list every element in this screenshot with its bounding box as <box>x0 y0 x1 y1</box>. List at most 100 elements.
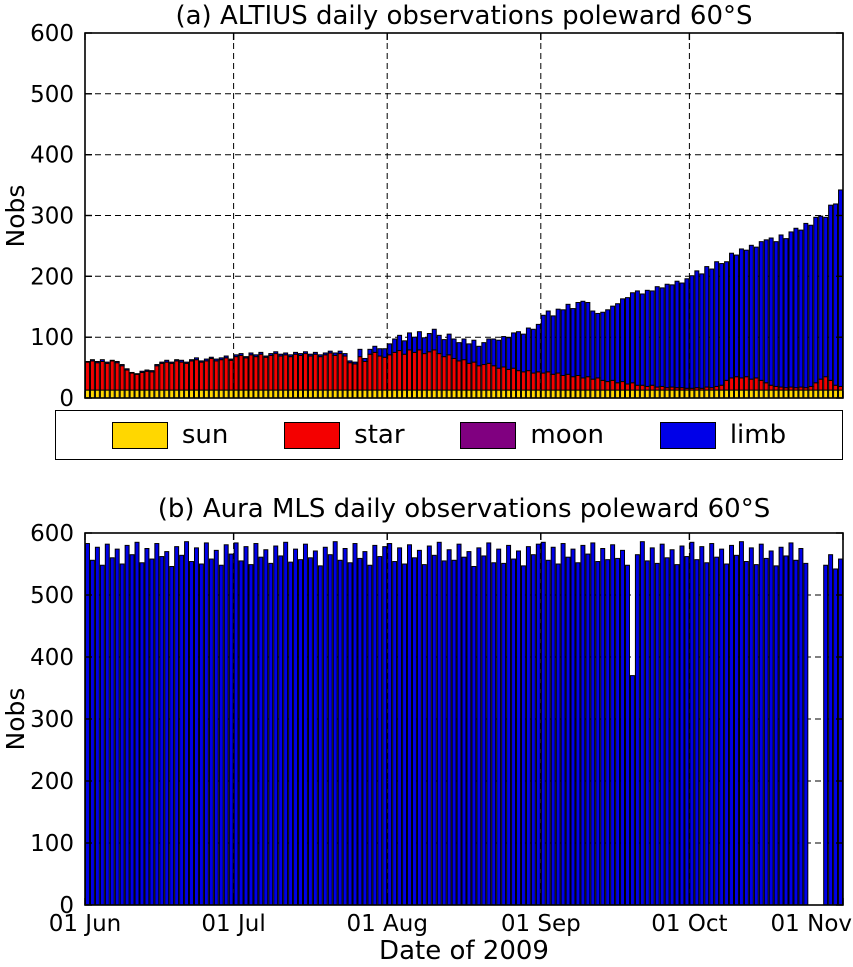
bar-segment-sun <box>540 389 546 399</box>
bar-segment-star <box>293 353 299 391</box>
bar-segment-limb <box>397 547 403 906</box>
bar-segment-limb <box>357 557 363 906</box>
bar-segment-limb <box>768 237 774 386</box>
bar-segment-star <box>748 378 754 391</box>
bar-segment-limb <box>590 310 596 380</box>
bar-segment-limb <box>387 343 393 356</box>
bar-segment-limb <box>337 559 343 906</box>
bar-segment-limb <box>169 565 175 906</box>
bar-segment-sun <box>337 389 343 399</box>
bar-segment-limb <box>778 546 784 906</box>
bar-segment-limb <box>228 358 234 361</box>
bar-segment-limb <box>461 556 467 906</box>
bar-segment-sun <box>590 389 596 399</box>
bar-segment-limb <box>228 553 234 906</box>
bar-segment-sun <box>208 389 214 399</box>
bar-segment-sun <box>758 389 764 399</box>
bar-segment-limb <box>570 308 576 378</box>
bar-segment-star <box>753 377 759 391</box>
bar-segment-sun <box>694 389 700 399</box>
bar-segment-sun <box>476 389 482 399</box>
bar-segment-limb <box>605 309 611 383</box>
bar-segment-sun <box>327 389 333 399</box>
bar-segment-limb <box>486 338 492 364</box>
bar-segment-sun <box>516 389 521 399</box>
bar-segment-limb <box>278 555 284 906</box>
bar-segment-limb <box>288 561 294 906</box>
x-axis-label: Date of 2009 <box>379 936 549 966</box>
y-tick-label: 100 <box>30 325 74 351</box>
bar-segment-star <box>228 359 234 391</box>
bar-segment-limb <box>139 370 145 373</box>
bar-segment-sun <box>699 389 705 399</box>
bar-segment-star <box>144 370 150 391</box>
bar-segment-star <box>743 376 749 391</box>
bar-segment-limb <box>783 555 789 906</box>
bar-segment-limb <box>332 541 338 906</box>
bar-segment-limb <box>441 560 447 906</box>
bar-segment-limb <box>743 561 749 906</box>
bar-segment-limb <box>649 290 655 386</box>
bar-segment-limb <box>778 234 784 388</box>
bar-segment-sun <box>99 389 105 399</box>
legend-swatch-limb <box>659 421 716 449</box>
bar-segment-limb <box>679 282 685 389</box>
bar-segment-limb <box>431 328 437 351</box>
chart-b-title: (b) Aura MLS daily observations poleward… <box>157 494 771 524</box>
bar-segment-star <box>466 362 472 391</box>
bar-segment-limb <box>456 543 462 906</box>
bar-segment-sun <box>342 389 348 399</box>
bar-segment-limb <box>491 338 497 367</box>
bar-segment-sun <box>486 389 492 399</box>
bar-segment-limb <box>327 554 333 906</box>
bar-segment-sun <box>278 389 284 399</box>
bar-segment-limb <box>560 543 566 906</box>
bar-segment-sun <box>402 389 408 399</box>
bar-segment-star <box>719 384 725 391</box>
bar-segment-star <box>629 382 635 391</box>
bar-segment-limb <box>758 543 764 906</box>
bar-segment-limb <box>511 558 517 906</box>
bar-segment-star <box>268 354 274 391</box>
bar-segment-limb <box>620 298 626 383</box>
bar-segment-star <box>392 351 398 391</box>
bar-segment-limb <box>85 543 90 906</box>
bar-segment-sun <box>436 389 442 399</box>
bar-segment-limb <box>838 558 843 906</box>
bar-segment-limb <box>724 261 730 381</box>
bar-segment-limb <box>610 305 616 381</box>
bar-segment-limb <box>94 546 100 906</box>
y-tick-label: 500 <box>30 82 74 108</box>
bar-segment-limb <box>233 354 239 358</box>
bar-segment-star <box>347 362 353 391</box>
bar-segment-sun <box>501 389 507 399</box>
bar-segment-limb <box>94 361 100 364</box>
bar-segment-star <box>104 362 110 391</box>
bar-segment-limb <box>674 280 680 389</box>
bar-segment-limb <box>223 544 229 906</box>
bar-segment-sun <box>649 389 655 399</box>
bar-segment-star <box>377 355 383 391</box>
legend-entry-sun: sun <box>111 421 228 449</box>
bar-segment-limb <box>307 557 313 906</box>
bar-segment-limb <box>89 359 95 362</box>
bar-segment-limb <box>446 333 452 356</box>
bar-segment-limb <box>302 351 308 355</box>
bar-segment-limb <box>387 543 393 906</box>
bar-segment-star <box>278 355 284 391</box>
chart-a-title: (a) ALTIUS daily observations poleward 6… <box>175 1 753 31</box>
bar-segment-sun <box>441 389 447 399</box>
bar-segment-star <box>298 354 303 391</box>
bar-segment-limb <box>838 189 843 387</box>
bar-segment-limb <box>828 554 834 906</box>
bar-segment-limb <box>600 548 606 906</box>
bar-segment-limb <box>149 370 155 373</box>
y-tick-label: 600 <box>30 521 74 547</box>
bar-segment-star <box>565 373 571 391</box>
bar-segment-limb <box>634 290 640 386</box>
bar-segment-limb <box>565 303 571 375</box>
bar-segment-sun <box>669 389 675 399</box>
bar-segment-star <box>545 371 551 391</box>
bar-segment-star <box>372 351 378 391</box>
